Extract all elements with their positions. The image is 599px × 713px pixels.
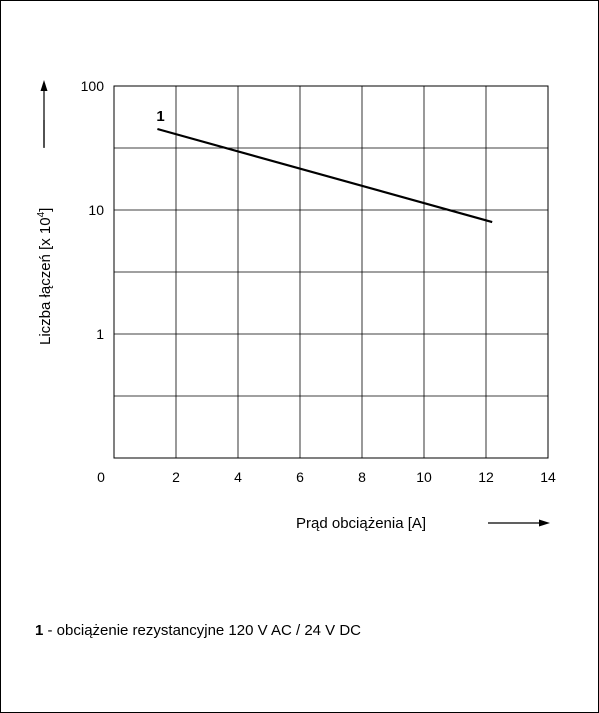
y-axis-label: Liczba łączeń [x 104] [36, 208, 54, 345]
x-tick-label: 2 [172, 469, 180, 485]
x-tick-label: 6 [296, 469, 304, 485]
y-axis-label-main: Liczba łączeń [x 10 [37, 217, 54, 345]
x-tick-labels: 0 2 4 6 8 10 12 14 [97, 469, 556, 485]
y-axis-label-end: ] [37, 208, 54, 212]
grid-lines [114, 86, 548, 458]
x-tick-label: 0 [97, 469, 105, 485]
x-tick-label: 4 [234, 469, 242, 485]
x-axis-label: Prąd obciążenia [A] [296, 515, 426, 532]
series-line [157, 127, 493, 224]
x-tick-label: 8 [358, 469, 366, 485]
legend: 1 - obciążenie rezystancyjne 120 V AC / … [35, 622, 361, 639]
y-tick-label: 100 [81, 78, 105, 94]
y-tick-label: 10 [88, 202, 104, 218]
x-tick-label: 12 [478, 469, 494, 485]
series-layer: 1 [156, 108, 493, 224]
y-axis-label-exponent: 4 [36, 211, 47, 217]
x-axis-arrow-head [539, 519, 550, 527]
x-tick-label: 10 [416, 469, 432, 485]
y-tick-labels: 1 10 100 [81, 78, 105, 342]
legend-text: - obciążenie rezystancyjne 120 V AC / 24… [43, 622, 362, 639]
x-tick-label: 14 [540, 469, 556, 485]
y-tick-label: 1 [96, 326, 104, 342]
series-label: 1 [156, 108, 164, 125]
legend-number: 1 [35, 622, 44, 639]
y-axis-arrow-head [40, 80, 48, 91]
